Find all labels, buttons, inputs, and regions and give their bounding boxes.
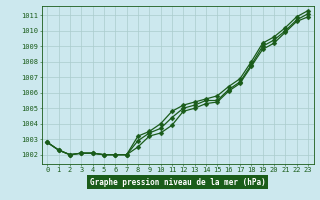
X-axis label: Graphe pression niveau de la mer (hPa): Graphe pression niveau de la mer (hPa) [90, 178, 266, 187]
